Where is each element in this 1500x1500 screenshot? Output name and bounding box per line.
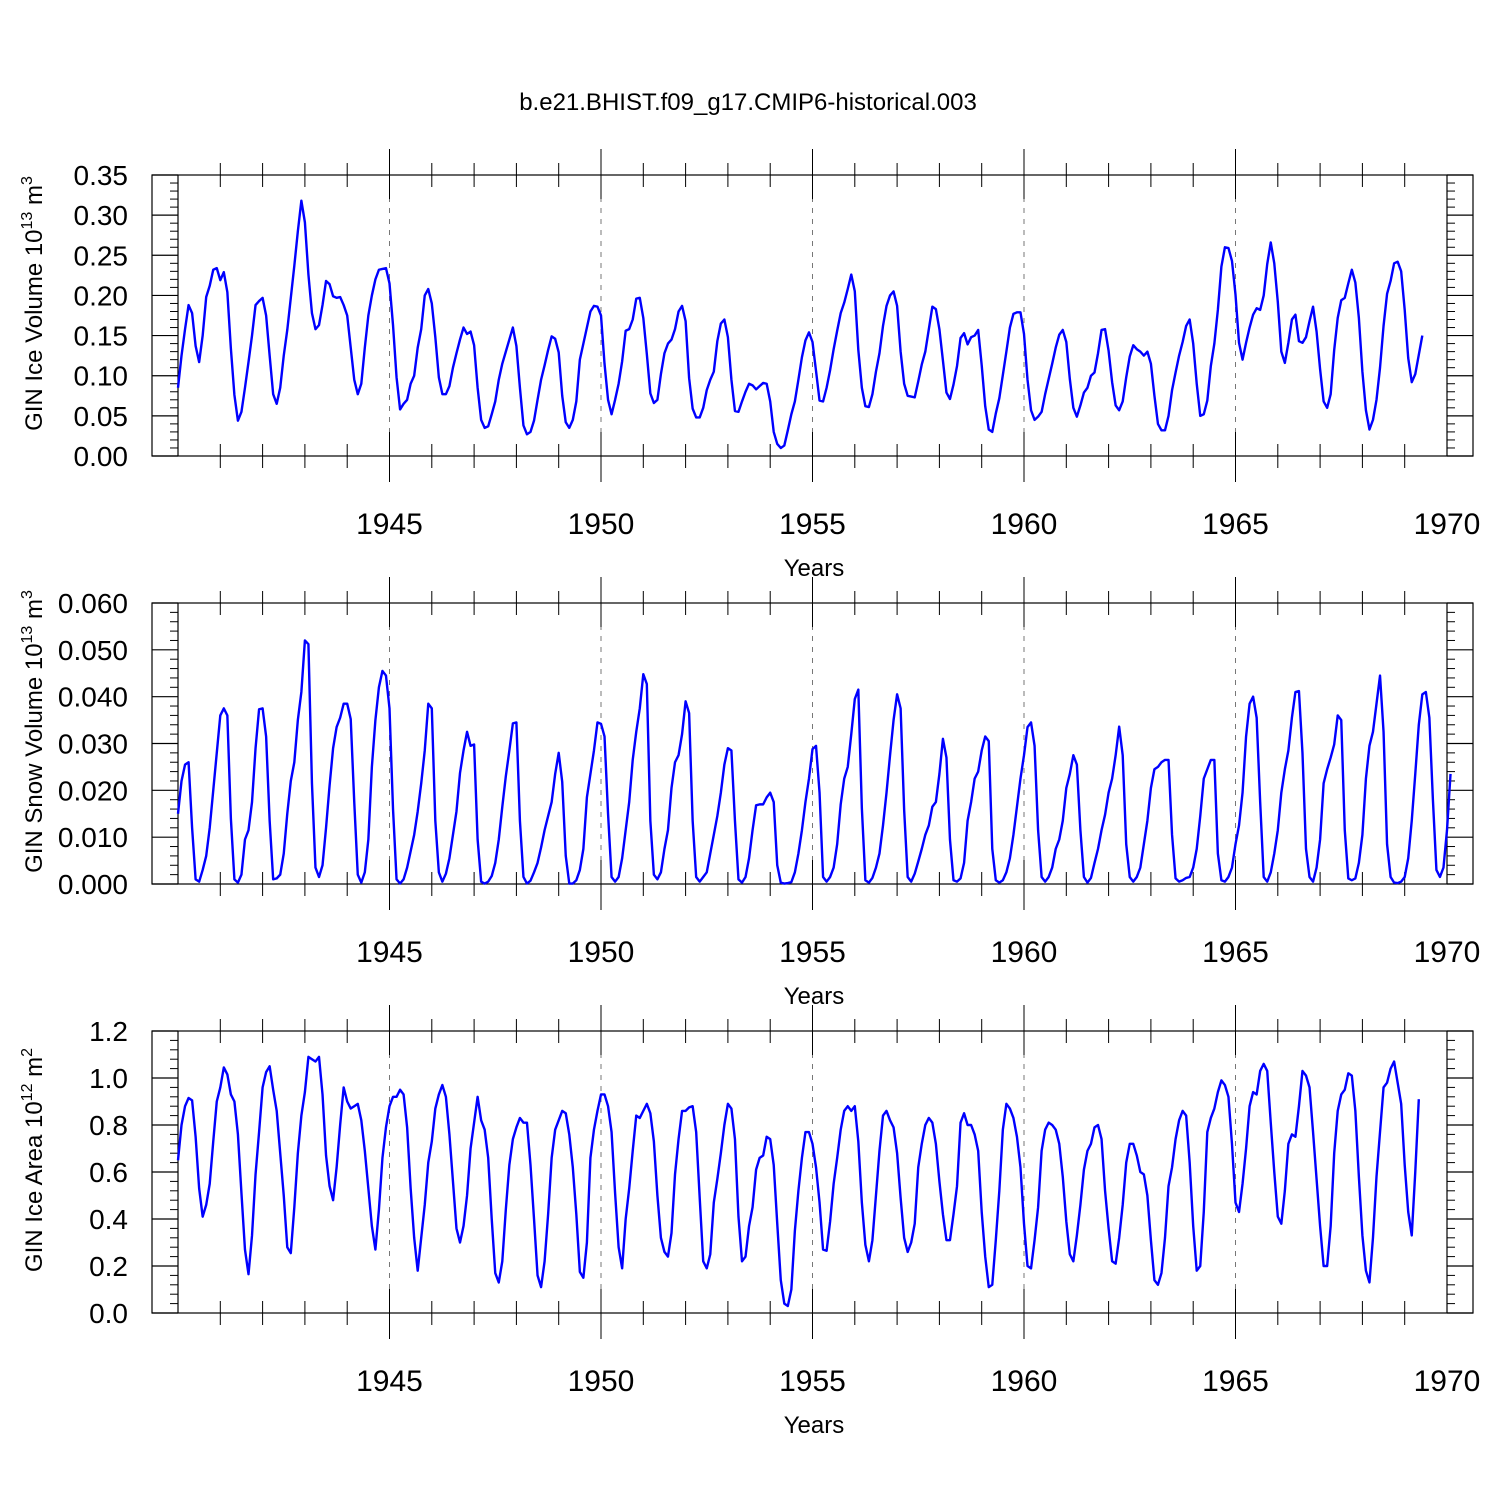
y-axis-label-main: GIN Snow Volume 10 xyxy=(21,643,48,872)
x-axis-label: Years xyxy=(784,555,845,582)
y-tick-label: 0.000 xyxy=(58,869,128,900)
y-axis-label-exponent: 13 xyxy=(19,212,36,230)
y-tick-label: 0.35 xyxy=(74,160,129,191)
snow-volume-series-line xyxy=(176,639,1452,885)
y-tick-label: 0.060 xyxy=(58,588,128,619)
y-tick-label: 1.0 xyxy=(89,1063,128,1094)
plot-frame xyxy=(151,174,1474,457)
x-tick-label: 1955 xyxy=(779,936,846,969)
y-axis-label-exponent: 12 xyxy=(19,1083,36,1101)
x-tick-label: 1965 xyxy=(1202,508,1269,541)
y-tick-label: 0.010 xyxy=(58,822,128,853)
y-tick-label: 0.00 xyxy=(74,441,129,472)
y-axis-label-exponent: 13 xyxy=(19,626,36,644)
x-tick-label: 1970 xyxy=(1414,936,1481,969)
y-tick-label: 0.20 xyxy=(74,280,129,311)
x-tick-label: 1950 xyxy=(568,1365,635,1398)
x-tick-label: 1960 xyxy=(991,508,1058,541)
y-tick-label: 0.6 xyxy=(89,1157,128,1188)
y-axis-label-unit: m xyxy=(21,599,48,626)
y-tick-label: 0.8 xyxy=(89,1110,128,1141)
figure-title: b.e21.BHIST.f09_g17.CMIP6-historical.003 xyxy=(519,89,977,116)
y-tick-label: 1.2 xyxy=(89,1016,128,1047)
y-tick-label: 0.10 xyxy=(74,361,129,392)
y-tick-label: 0.020 xyxy=(58,775,128,806)
y-tick-label: 0.4 xyxy=(89,1204,128,1235)
x-axis-label: Years xyxy=(784,1412,845,1439)
x-tick-label: 1950 xyxy=(568,508,635,541)
x-tick-label: 1945 xyxy=(356,508,423,541)
x-tick-label: 1965 xyxy=(1202,936,1269,969)
x-tick-label: 1970 xyxy=(1414,508,1481,541)
y-axis-label-unit-exponent: 2 xyxy=(19,1048,36,1057)
x-tick-label: 1965 xyxy=(1202,1365,1269,1398)
y-axis-label: GIN Snow Volume 1013 m3 xyxy=(19,590,48,873)
y-tick-label: 0.30 xyxy=(74,200,129,231)
y-axis-label-main: GIN Ice Volume 10 xyxy=(21,229,48,430)
y-tick-label: 0.25 xyxy=(74,240,129,271)
x-tick-label: 1955 xyxy=(779,508,846,541)
snow-volume-panel: 0.000 0.010 0.020 0.030 0.040 0.050 0.060 1945 1… xyxy=(19,577,1480,1010)
y-axis-label: GIN Ice Volume 1013 m3 xyxy=(19,176,48,431)
y-tick-label: 0.2 xyxy=(89,1251,128,1282)
x-tick-label: 1960 xyxy=(991,936,1058,969)
y-tick-label: 0.040 xyxy=(58,682,128,713)
y-tick-label: 0.0 xyxy=(89,1298,128,1329)
x-tick-label: 1960 xyxy=(991,1365,1058,1398)
x-tick-label: 1945 xyxy=(356,936,423,969)
x-tick-label: 1955 xyxy=(779,1365,846,1398)
y-axis-label-unit-exponent: 3 xyxy=(19,176,36,185)
y-axis-label-unit: m xyxy=(21,185,48,212)
y-tick-label: 0.050 xyxy=(58,635,128,666)
x-axis-label: Years xyxy=(784,983,845,1010)
x-tick-label: 1945 xyxy=(356,1365,423,1398)
ice-area-panel: 0.0 0.2 0.4 0.6 0.8 1.0 1.2 1945 1950 1955 1960 196… xyxy=(19,1005,1480,1439)
y-axis-label-main: GIN Ice Area 10 xyxy=(21,1101,48,1272)
x-tick-label: 1950 xyxy=(568,936,635,969)
y-tick-label: 0.05 xyxy=(74,401,129,432)
x-tick-label: 1970 xyxy=(1414,1365,1481,1398)
y-axis-label-unit-exponent: 3 xyxy=(19,590,36,599)
y-axis-label-unit: m xyxy=(21,1057,48,1084)
ice-area-series-line xyxy=(176,1055,1420,1308)
ice-volume-panel: 0.00 0.05 0.10 0.15 0.20 0.25 0.30 0.35 1945 1950… xyxy=(19,149,1480,582)
y-axis-label: GIN Ice Area 1012 m2 xyxy=(19,1048,48,1272)
y-tick-label: 0.030 xyxy=(58,729,128,760)
ice-volume-series-line xyxy=(176,199,1424,450)
y-tick-label: 0.15 xyxy=(74,321,129,352)
